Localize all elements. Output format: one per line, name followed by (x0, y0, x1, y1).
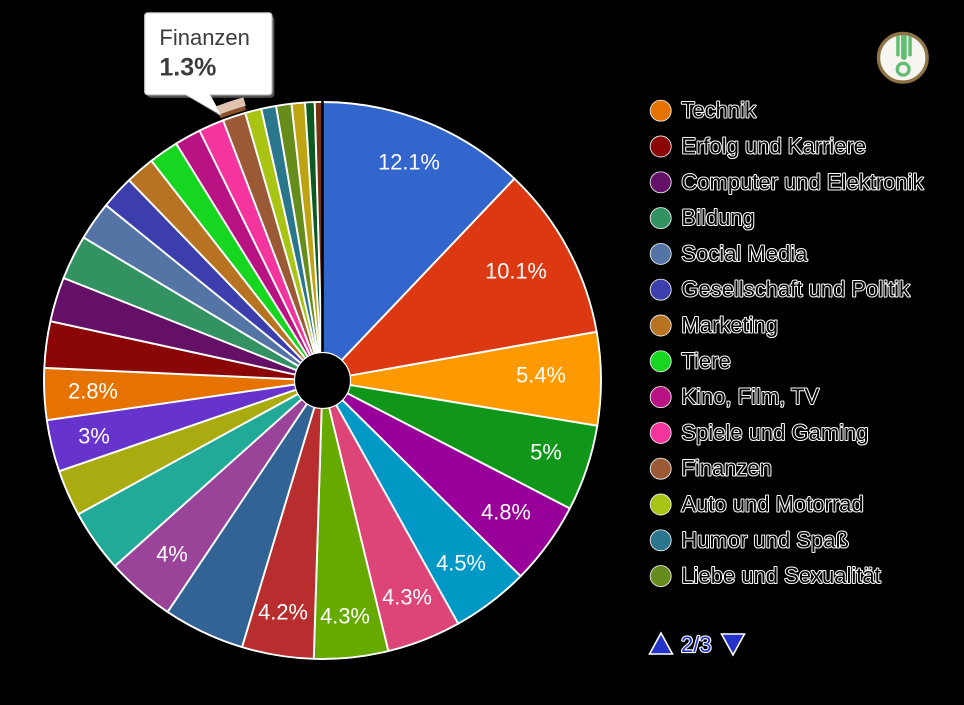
svg-text:Kino, Film, TV: Kino, Film, TV (681, 384, 819, 409)
svg-text:4.5%: 4.5% (436, 551, 486, 576)
svg-text:Humor und Spaß: Humor und Spaß (681, 527, 849, 552)
svg-text:Technik: Technik (681, 98, 757, 123)
svg-text:1.3%: 1.3% (159, 54, 216, 82)
svg-text:Auto und Motorrad: Auto und Motorrad (681, 492, 863, 517)
svg-text:4.8%: 4.8% (481, 500, 531, 525)
svg-text:Spiele und Gaming: Spiele und Gaming (681, 420, 868, 445)
svg-text:4%: 4% (156, 542, 188, 567)
svg-text:Computer und Elektronik: Computer und Elektronik (681, 169, 924, 194)
svg-text:4.3%: 4.3% (320, 604, 370, 629)
svg-text:10.1%: 10.1% (485, 259, 547, 284)
svg-text:4.2%: 4.2% (258, 600, 308, 625)
svg-text:4.3%: 4.3% (382, 585, 432, 610)
svg-text:2/3: 2/3 (681, 632, 712, 657)
svg-text:12.1%: 12.1% (378, 150, 440, 175)
svg-text:Erfolg und Karriere: Erfolg und Karriere (681, 134, 866, 159)
svg-text:Liebe und Sexualität: Liebe und Sexualität (681, 563, 880, 588)
svg-text:Finanzen: Finanzen (681, 456, 772, 481)
svg-text:Social Media: Social Media (681, 241, 808, 266)
svg-text:2.8%: 2.8% (68, 379, 118, 404)
svg-text:5%: 5% (530, 440, 562, 465)
svg-text:Gesellschaft und Politik: Gesellschaft und Politik (681, 277, 911, 302)
svg-text:Tiere: Tiere (681, 348, 730, 373)
svg-text:5.4%: 5.4% (516, 363, 566, 388)
svg-text:Bildung: Bildung (681, 205, 754, 230)
svg-text:Finanzen: Finanzen (159, 25, 250, 50)
svg-text:3%: 3% (78, 424, 110, 449)
svg-text:Marketing: Marketing (681, 313, 778, 338)
